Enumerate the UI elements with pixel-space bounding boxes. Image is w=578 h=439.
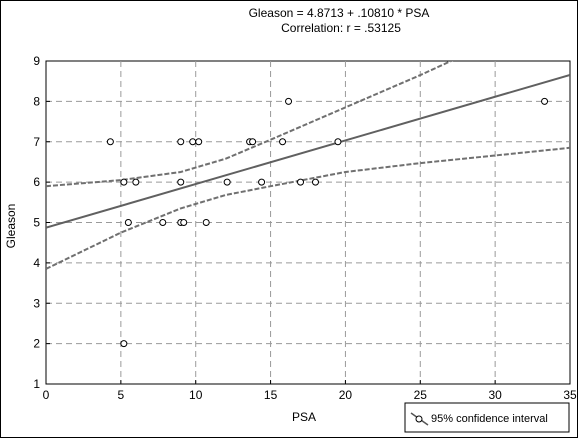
y-tick-label: 4 (33, 256, 40, 270)
data-point (132, 178, 140, 186)
data-point (279, 138, 287, 146)
data-point (202, 219, 210, 226)
y-tick-label: 8 (33, 94, 40, 108)
data-point (159, 219, 167, 226)
data-point (541, 97, 549, 105)
legend-box (404, 402, 570, 433)
data-point (120, 340, 128, 348)
data-point (177, 138, 185, 146)
data-point (258, 178, 266, 186)
data-point (124, 219, 132, 226)
confidence-upper-curve (46, 61, 454, 188)
legend-label: 95% confidence interval (431, 413, 548, 425)
x-tick-label: 25 (414, 388, 428, 402)
data-point (106, 138, 114, 146)
x-axis-ticks: 0 5 10 15 20 25 30 35 (43, 380, 577, 402)
legend-marker-icon (415, 415, 423, 423)
data-point (285, 97, 293, 105)
data-point (297, 178, 305, 186)
x-tick-label: 0 (43, 388, 50, 402)
y-tick-label: 1 (33, 377, 40, 391)
data-point (334, 138, 342, 146)
y-tick-label: 6 (33, 175, 40, 189)
chart-subtitle: Correlation: r = .53125 (281, 21, 401, 35)
grid-lines (46, 61, 570, 384)
x-tick-label: 5 (118, 388, 125, 402)
data-point (177, 178, 185, 186)
data-point (120, 178, 128, 186)
data-point (249, 138, 257, 146)
x-tick-label: 30 (488, 388, 502, 402)
y-tick-label: 3 (33, 296, 40, 310)
x-axis-label: PSA (292, 410, 316, 424)
y-axis-label: Gleason (4, 204, 18, 249)
y-tick-label: 7 (33, 135, 40, 149)
regression-line (46, 73, 570, 229)
confidence-band (46, 61, 570, 270)
confidence-lower-curve (46, 146, 570, 270)
data-points (106, 97, 549, 348)
data-point (195, 138, 203, 146)
regression-line-group (46, 73, 570, 229)
y-tick-label: 5 (33, 216, 40, 230)
legend: 95% confidence interval (404, 402, 570, 433)
x-tick-label: 20 (339, 388, 353, 402)
chart-title: Gleason = 4.8713 + .10810 * PSA (249, 6, 430, 20)
x-tick-label: 15 (264, 388, 278, 402)
data-point (311, 178, 319, 186)
y-axis-ticks: 1 2 3 4 5 6 7 8 9 (33, 54, 50, 391)
data-point (189, 138, 197, 146)
data-point (180, 219, 188, 226)
y-tick-label: 2 (33, 337, 40, 351)
y-tick-label: 9 (33, 54, 40, 68)
data-point (223, 178, 231, 186)
x-tick-label: 35 (563, 388, 577, 402)
x-tick-label: 10 (189, 388, 203, 402)
